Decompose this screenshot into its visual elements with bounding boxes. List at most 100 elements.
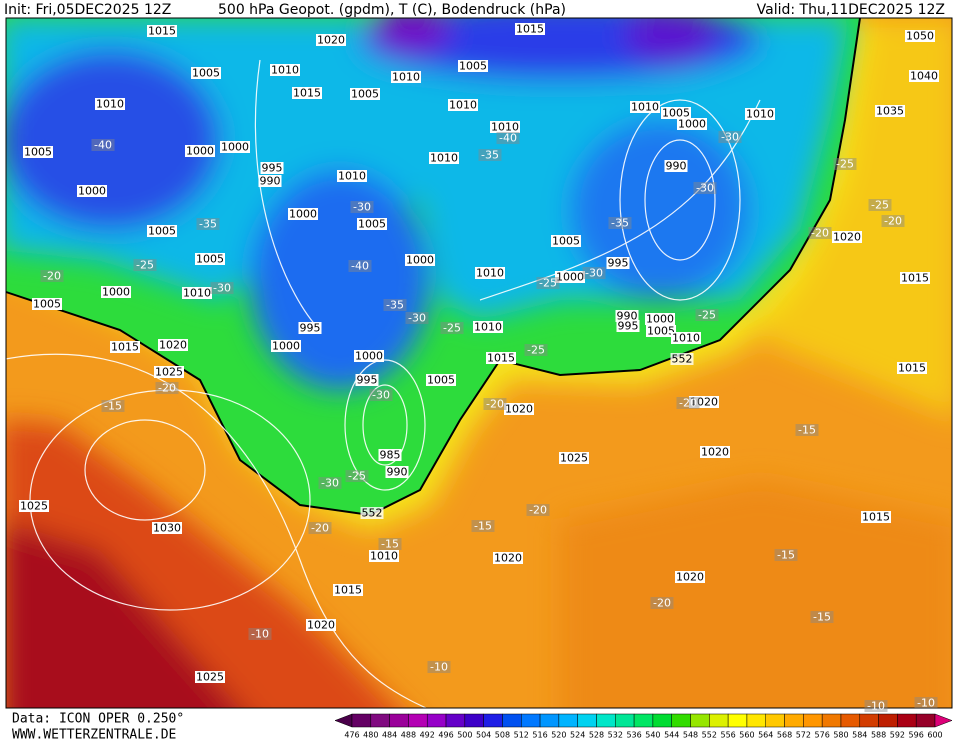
iso-box [378,449,402,461]
colorbar-swatch [351,713,372,728]
iso-box [147,225,177,237]
iso-label: 1010 [392,71,420,84]
tmp-box [196,218,220,230]
iso-label: 1020 [701,446,729,459]
iso-box [426,374,456,386]
iso-label: 1050 [906,30,934,43]
iso-box [875,105,905,117]
colorbar-swatch [426,713,447,728]
iso-box [220,141,250,153]
iso-label: 990 [617,310,638,323]
iso-box [606,257,630,269]
iso-label: 1000 [556,271,584,284]
iso-label: 1005 [427,374,455,387]
colorbar-label: 568 [777,731,792,740]
iso-label: 1000 [646,313,674,326]
colorbar-label: 540 [645,731,660,740]
iso-box [298,322,322,334]
tmp-label: -25 [836,158,854,171]
colorbar-swatch [615,713,635,728]
tmp-label: -15 [104,400,122,413]
iso-label: 1010 [476,267,504,280]
colorbar-swatch [464,713,484,728]
init-time: Init: Fri,05DEC2025 12Z [4,2,171,18]
colorbar-label: 484 [382,731,397,740]
tmp-label: -25 [539,277,557,290]
iso-label: 1010 [474,321,502,334]
iso-box [154,366,184,378]
iso-box [195,253,225,265]
iso-box [671,332,701,344]
iso-box [77,185,107,197]
iso-label: 1030 [153,522,181,535]
site: WWW.WETTERZENTRALE.DE [12,728,176,741]
tmp-label: -20 [486,398,504,411]
iso-box [493,552,523,564]
iso-box [333,584,363,596]
valid-time: Valid: Thu,11DEC2025 12Z [757,2,945,18]
iso-box [19,500,49,512]
iso-box [271,340,301,352]
tmp-label: -25 [527,344,545,357]
iso-box [905,30,935,42]
iso-box [645,313,675,325]
iso-box [258,175,282,187]
map-title: 500 hPa Geopot. (gpdm), T (C), Bodendruc… [218,2,566,18]
iso-label: 1020 [494,552,522,565]
iso-label: 1025 [20,500,48,513]
iso-label: 1020 [505,403,533,416]
iso-box [357,218,387,230]
iso-box [110,341,140,353]
iso-label: 552 [672,353,693,366]
iso-label: 1015 [862,511,890,524]
iso-label: 1015 [111,341,139,354]
tmp-box [369,389,393,401]
iso-box [630,101,660,113]
tmp-box [101,400,125,412]
iso-label: 1005 [148,225,176,238]
iso-label: 1010 [449,99,477,112]
colorbar-label: 572 [796,731,811,740]
colorbar-swatch [483,713,503,728]
iso-label: 1025 [155,366,183,379]
colorbar-label: 532 [608,731,623,740]
tmp-box [308,522,332,534]
colorbar-label: 516 [532,731,547,740]
iso-label: 995 [300,322,321,335]
iso-label: 1000 [186,145,214,158]
iso-box [354,350,384,362]
iso-box [369,550,399,562]
colorbar-swatch [915,713,936,728]
tmp-label: -35 [199,218,217,231]
colorbar-swatch [840,713,861,728]
iso-label: 1015 [293,87,321,100]
iso-box [350,88,380,100]
tmp-box [350,201,374,213]
tmp-box [810,611,834,623]
tmp-box [881,215,905,227]
iso-box [158,339,188,351]
iso-label: 1005 [552,235,580,248]
iso-label: 552 [362,507,383,520]
colorbar-swatch [803,713,823,728]
tmp-label: -20 [529,504,547,517]
colorbar-label: 480 [363,731,378,740]
tmp-box [210,282,234,294]
iso-label: 1010 [96,98,124,111]
colorbar-label: 584 [852,731,867,740]
iso-label: 1010 [672,332,700,345]
colorbar-swatch [445,713,466,728]
iso-label: 1020 [159,339,187,352]
colorbar-label: 544 [664,731,679,740]
tmp-label: -10 [867,700,885,713]
colorbar-swatch [596,713,616,728]
tmp-label: -15 [777,549,795,562]
iso-box [615,310,639,322]
iso-label: 1000 [678,118,706,131]
iso-label: 1015 [148,25,176,38]
colorbar-label: 500 [457,731,472,740]
colorbar-label: 600 [927,731,942,740]
iso-box [195,671,225,683]
iso-box [95,98,125,110]
tmp-box [693,182,717,194]
